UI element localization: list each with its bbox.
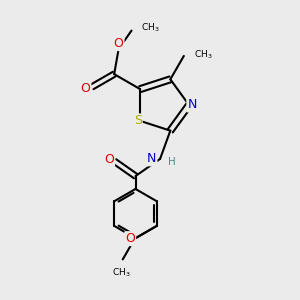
Text: CH$_3$: CH$_3$ [194,48,213,61]
Text: N: N [187,98,197,112]
Text: N: N [147,152,157,165]
Text: CH$_3$: CH$_3$ [140,21,159,34]
Text: CH$_3$: CH$_3$ [112,266,130,278]
Text: O: O [104,154,114,166]
Text: O: O [114,37,124,50]
Text: O: O [81,82,90,95]
Text: O: O [125,232,135,245]
Text: S: S [134,114,142,128]
Text: H: H [169,157,176,167]
